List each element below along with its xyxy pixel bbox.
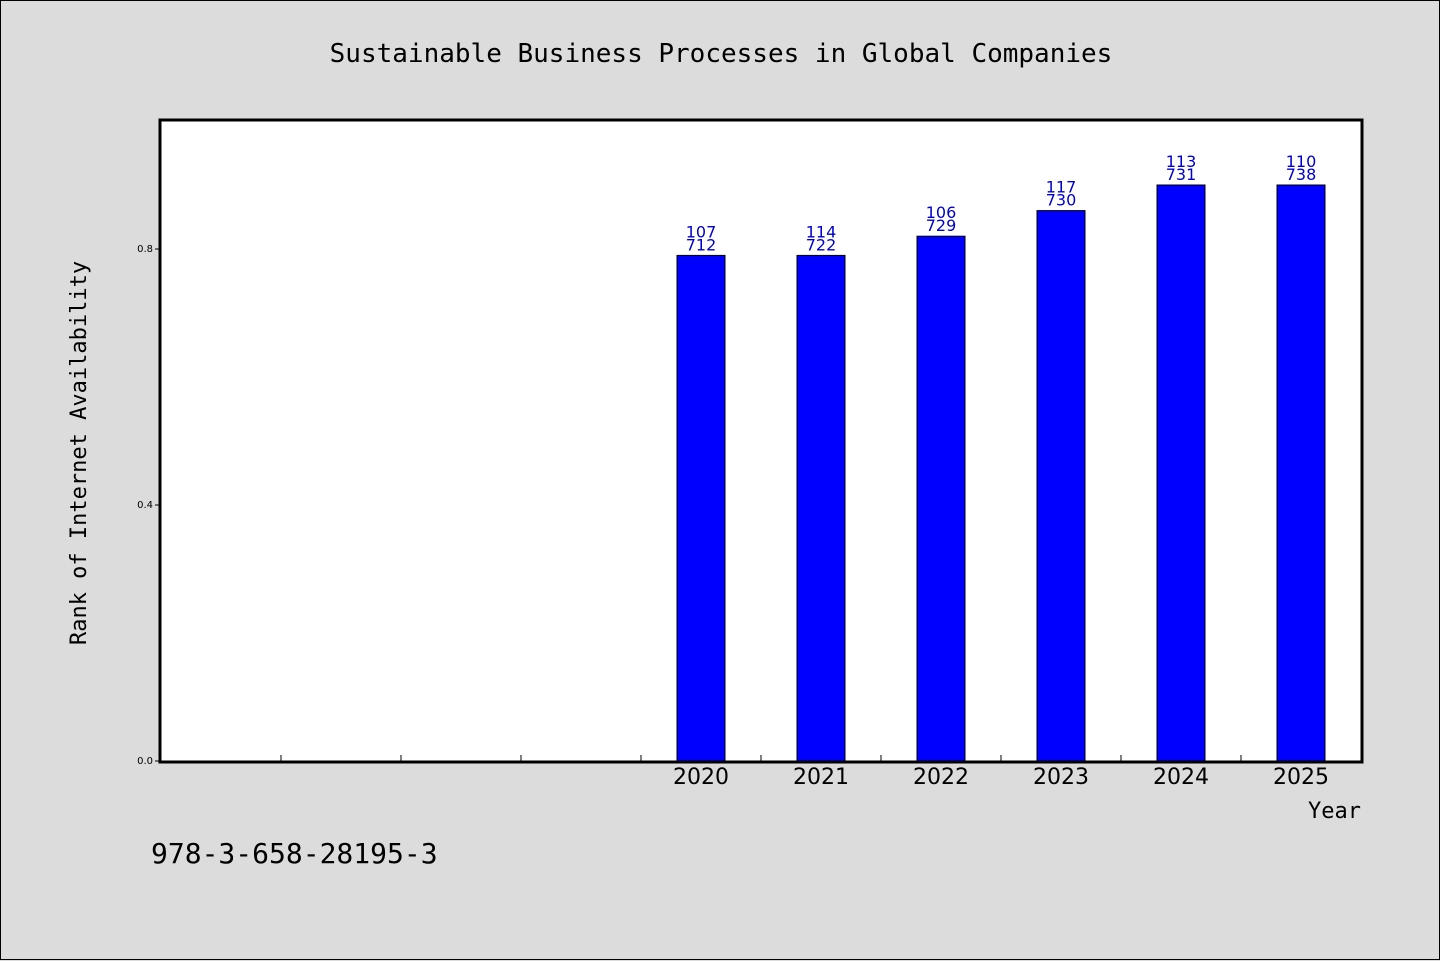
x-axis: 2020 2021 2022 2023 2024 2025 xyxy=(280,755,1329,790)
data-label-top: 113 xyxy=(1166,152,1197,171)
x-tick-label: 2023 xyxy=(1033,765,1089,790)
y-tick-label: 0.0 xyxy=(137,756,153,767)
bar xyxy=(1036,210,1086,762)
data-label-top: 106 xyxy=(926,203,957,222)
data-label-bottom: 722 xyxy=(806,235,837,254)
x-tick-label: 2025 xyxy=(1273,765,1329,790)
bar-series xyxy=(676,184,1326,762)
chart-title: Sustainable Business Processes in Global… xyxy=(330,39,1113,69)
bar xyxy=(916,235,966,762)
bar xyxy=(796,254,846,762)
bar xyxy=(676,254,726,762)
data-label-bottom: 730 xyxy=(1046,191,1077,210)
y-axis: 0.0 0.4 0.8 xyxy=(137,244,161,767)
x-axis-label: Year xyxy=(1308,799,1361,824)
data-label-bottom: 738 xyxy=(1286,165,1317,184)
y-axis-label: Rank of Internet Availability xyxy=(67,261,92,645)
x-tick-label: 2021 xyxy=(793,765,849,790)
data-label-top: 110 xyxy=(1286,152,1317,171)
data-label-top: 107 xyxy=(686,222,717,241)
y-tick-label: 0.4 xyxy=(137,500,153,511)
bar xyxy=(1156,184,1206,762)
bar xyxy=(1276,184,1326,762)
x-tick-label: 2020 xyxy=(673,765,729,790)
data-label-bottom: 731 xyxy=(1166,165,1197,184)
data-label-top: 117 xyxy=(1046,178,1077,197)
x-tick-label: 2024 xyxy=(1153,765,1209,790)
data-label-bottom: 712 xyxy=(686,235,717,254)
x-tick-label: 2022 xyxy=(913,765,969,790)
data-label-bottom: 729 xyxy=(926,216,957,235)
data-label-top: 114 xyxy=(806,222,837,241)
y-tick-label: 0.8 xyxy=(137,244,153,255)
isbn-text: 978-3-658-28195-3 xyxy=(151,837,438,870)
